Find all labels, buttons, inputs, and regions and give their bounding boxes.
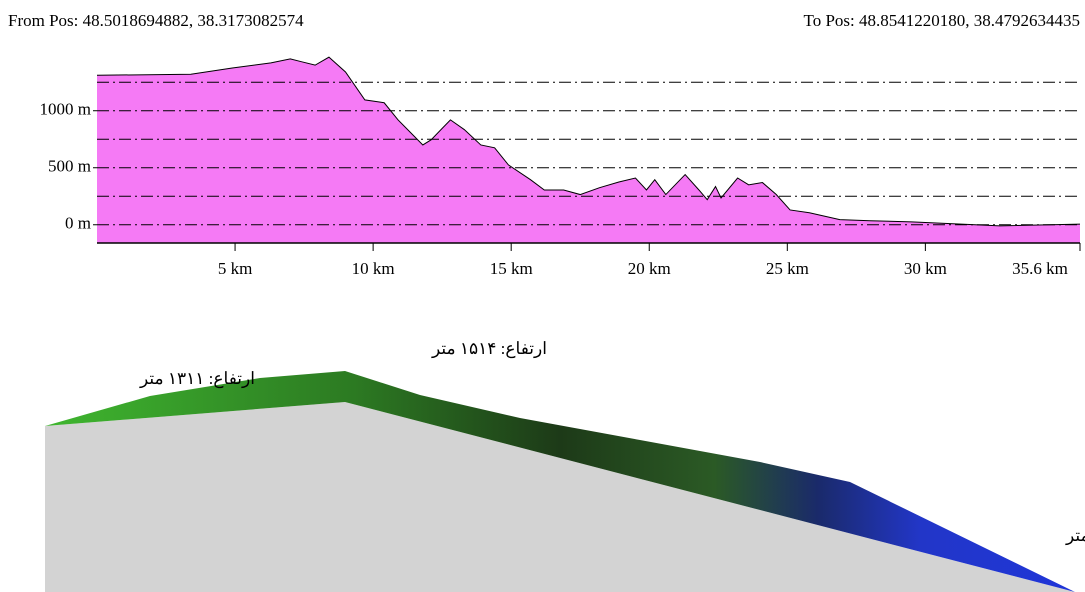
y-tick-label: 0 m bbox=[65, 214, 91, 233]
terrain-base bbox=[45, 402, 1075, 592]
terrain-label: ارتفاع: ۵ متر bbox=[1065, 526, 1085, 546]
x-tick-label: 5 km bbox=[218, 259, 252, 278]
x-tick-label: 25 km bbox=[766, 259, 809, 278]
elevation-line bbox=[96, 56, 1081, 227]
from-pos: From Pos: 48.5018694882, 38.3173082574 bbox=[8, 11, 304, 30]
to-pos: To Pos: 48.8541220180, 38.4792634435 bbox=[804, 11, 1081, 30]
y-tick-label: 1000 m bbox=[40, 100, 91, 119]
x-tick-label: 35.6 km bbox=[1012, 259, 1068, 278]
terrain-view: ارتفاع: ۱۳۱۱ متر ارتفاع: ۱۵۱۴ متر ارتفاع… bbox=[45, 339, 1085, 592]
terrain-label: ارتفاع: ۱۵۱۴ متر bbox=[431, 339, 547, 359]
x-tick-label: 20 km bbox=[628, 259, 671, 278]
x-tick-label: 15 km bbox=[490, 259, 533, 278]
terrain-label: ارتفاع: ۱۳۱۱ متر bbox=[139, 369, 255, 389]
y-tick-label: 500 m bbox=[48, 157, 91, 176]
x-tick-label: 10 km bbox=[352, 259, 395, 278]
x-tick-label: 30 km bbox=[904, 259, 947, 278]
elevation-area bbox=[97, 57, 1080, 243]
elevation-chart: 0 m 500 m 1000 m 5 km 10 km 15 km 20 km 25 km 30… bbox=[40, 56, 1081, 278]
